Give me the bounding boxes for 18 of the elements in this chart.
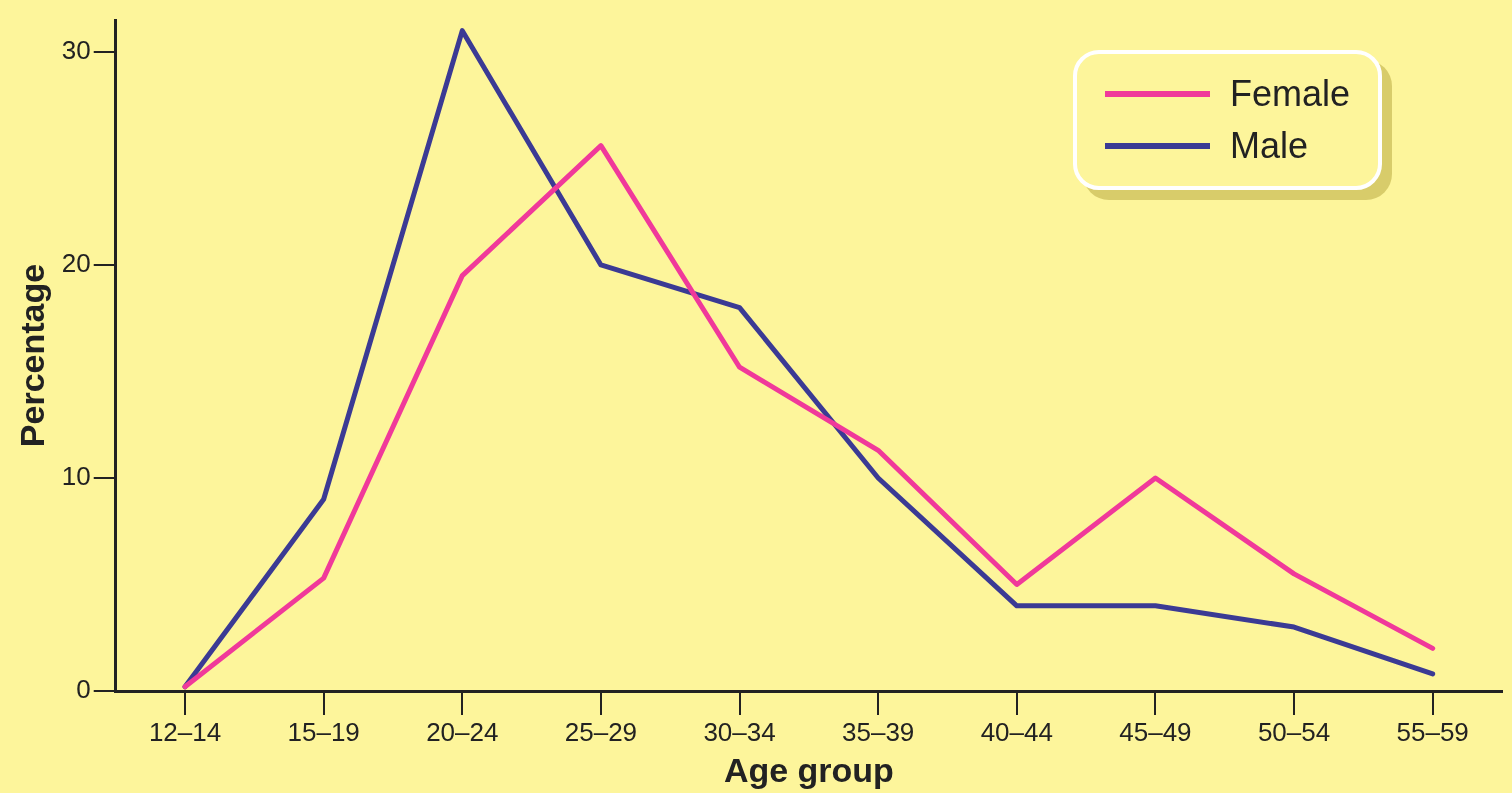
legend-label: Male [1229, 125, 1308, 167]
y-tick-label: 10 [61, 461, 91, 492]
x-tick-label: 55–59 [1396, 716, 1469, 747]
x-tick-label: 50–54 [1257, 716, 1331, 747]
x-axis-title: Age group [723, 750, 894, 789]
y-tick-label: 30 [61, 35, 91, 66]
x-tick-label: 15–19 [287, 716, 360, 747]
x-tick-label: 35–39 [842, 716, 915, 747]
x-tick-label: 30–34 [703, 716, 776, 747]
legend-label: Female [1229, 73, 1350, 115]
x-tick-label: 40–44 [980, 716, 1053, 747]
x-tick-label: 25–29 [564, 716, 638, 747]
x-tick-label: 20–24 [426, 716, 499, 747]
y-axis-title: Percentage [12, 263, 51, 448]
x-tick-label: 45–49 [1119, 716, 1192, 747]
x-tick-label: 12–14 [148, 716, 222, 747]
y-tick-label: 20 [61, 248, 91, 279]
y-tick-label: 0 [76, 674, 91, 705]
